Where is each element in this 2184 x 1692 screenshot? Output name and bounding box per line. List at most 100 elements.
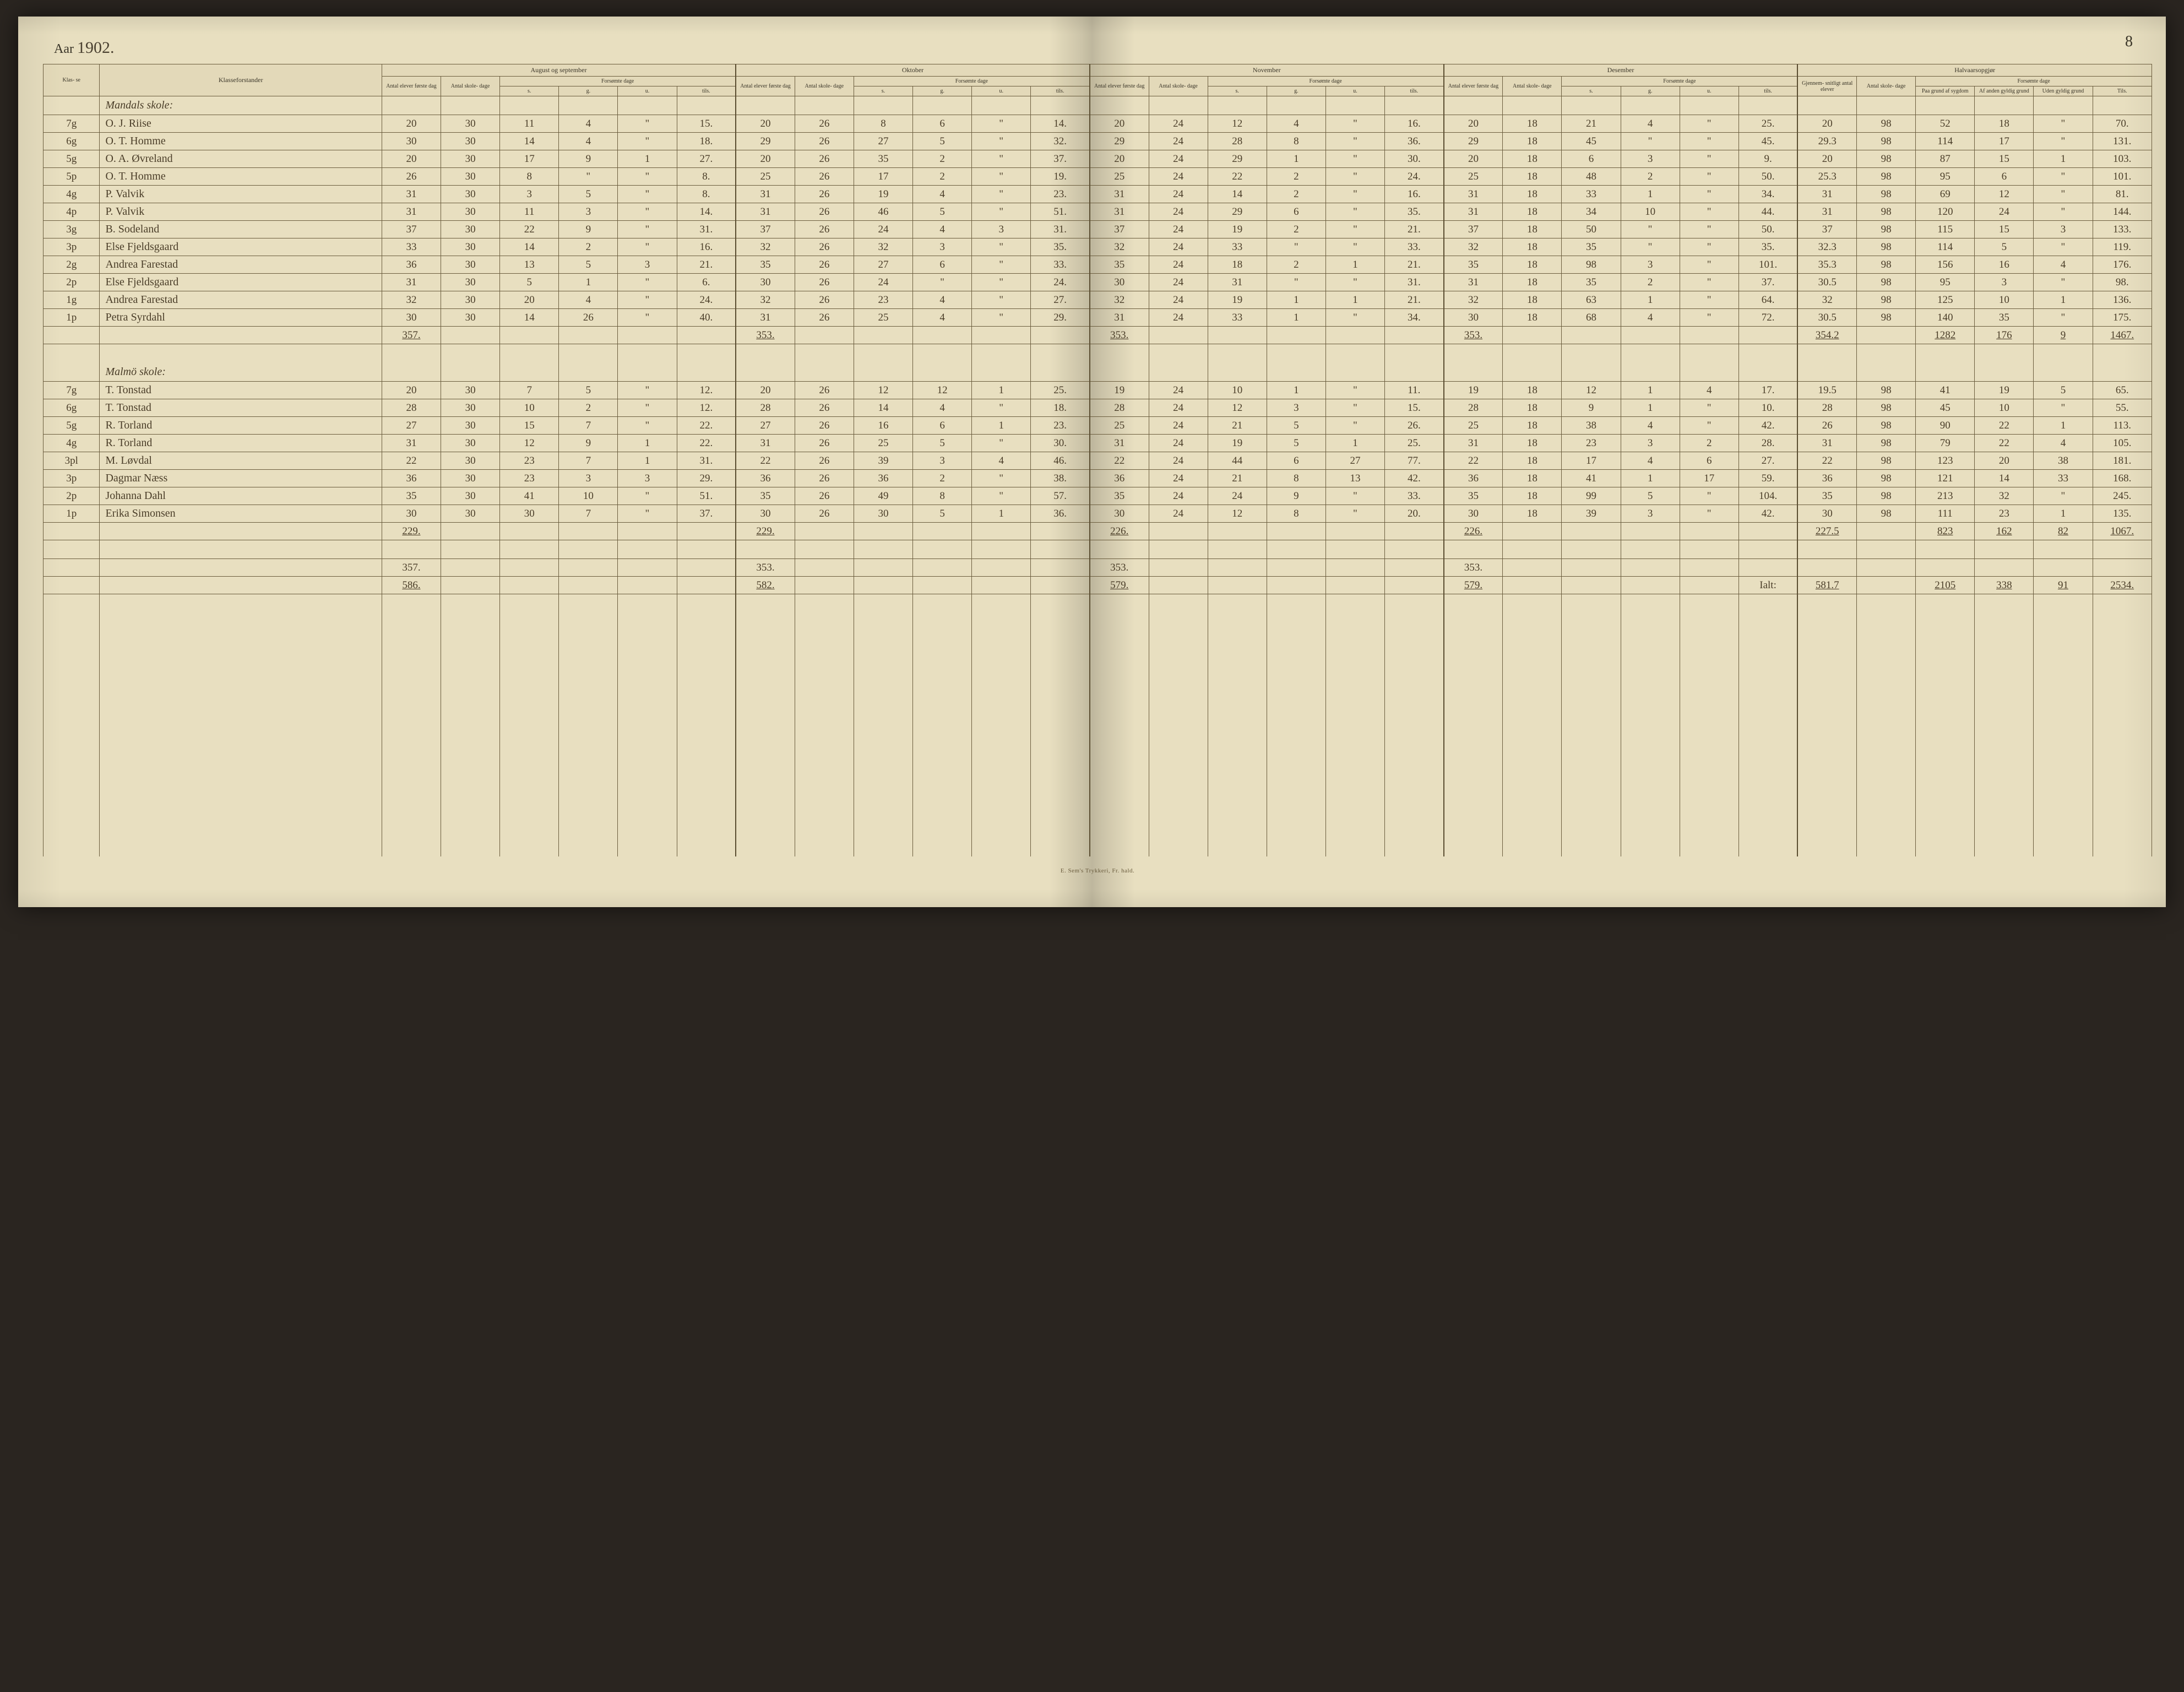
cell [44, 632, 100, 650]
cell [913, 763, 972, 782]
section-title-row: Mandals skole: [44, 96, 2152, 115]
cell [913, 744, 972, 763]
cell: 48 [1562, 168, 1621, 186]
cell: 357. [382, 327, 441, 344]
cell: 26 [795, 417, 854, 435]
cell: 353. [1090, 559, 1149, 577]
cell [1208, 559, 1267, 577]
cell: 69 [1916, 186, 1975, 203]
cell [677, 594, 736, 613]
teacher-name: T. Tonstad [100, 382, 382, 399]
cell [1797, 744, 1856, 763]
cell [1975, 725, 2034, 744]
cell [44, 800, 100, 819]
cell: " [1621, 133, 1680, 150]
cell [736, 363, 795, 382]
cell: 7g [44, 115, 100, 133]
cell: 82 [2034, 523, 2093, 540]
cell [1562, 744, 1621, 763]
cell: 9 [2034, 327, 2093, 344]
cell [1621, 744, 1680, 763]
cell: 25.3 [1797, 168, 1856, 186]
cell: 17. [1738, 382, 1797, 399]
cell [441, 632, 500, 650]
cell: 26 [795, 452, 854, 470]
cell [618, 523, 677, 540]
cell [1031, 763, 1090, 782]
cell [1857, 613, 1916, 632]
cell: 18 [1503, 203, 1562, 221]
cell [1090, 707, 1149, 725]
cell: 28 [382, 399, 441, 417]
cell: 24 [1149, 115, 1208, 133]
cell [1680, 669, 1738, 688]
table-row: 4pP. Valvik3130113"14.3126465"51.3124296… [44, 203, 2152, 221]
cell [618, 594, 677, 613]
cell: 41 [500, 487, 559, 505]
cell [1562, 613, 1621, 632]
cell [736, 344, 795, 363]
cell: 25. [1385, 435, 1444, 452]
cell [559, 344, 618, 363]
cell: " [1325, 487, 1384, 505]
cell: 12 [1208, 505, 1267, 523]
cell [1325, 819, 1384, 838]
cell [1031, 344, 1090, 363]
cell: 50 [1562, 221, 1621, 238]
cell [1562, 540, 1621, 559]
cell: 4 [2034, 435, 2093, 452]
cell: 18 [1503, 417, 1562, 435]
cell [1090, 96, 1149, 115]
cell: 31 [1090, 309, 1149, 327]
cell [1267, 707, 1325, 725]
cell: " [1680, 115, 1738, 133]
cell: 3 [1267, 399, 1325, 417]
cell: 12 [1208, 399, 1267, 417]
cell [1325, 363, 1384, 382]
cell [44, 744, 100, 763]
cell: 114 [1916, 238, 1975, 256]
section-title-row: Malmö skole: [44, 363, 2152, 382]
cell: 18 [1503, 150, 1562, 168]
cell [1738, 763, 1797, 782]
cell: 30 [441, 470, 500, 487]
cell: 26 [795, 382, 854, 399]
cell: 44 [1208, 452, 1267, 470]
cell [441, 782, 500, 800]
cell [1797, 650, 1856, 669]
cell: 26 [795, 291, 854, 309]
cell [382, 344, 441, 363]
cell [382, 782, 441, 800]
table-row: 2pElse Fjeldsgaard313051"6.302624""24.30… [44, 274, 2152, 291]
cell [972, 744, 1031, 763]
cell [1149, 688, 1208, 707]
cell: 1 [618, 452, 677, 470]
cell [1680, 782, 1738, 800]
cell [854, 669, 912, 688]
cell: 63 [1562, 291, 1621, 309]
cell [559, 632, 618, 650]
cell: 35 [854, 150, 912, 168]
cell: " [618, 399, 677, 417]
cell: " [1267, 238, 1325, 256]
cell: 26 [795, 309, 854, 327]
cell: " [618, 417, 677, 435]
cell [1444, 363, 1503, 382]
cell: " [1325, 274, 1384, 291]
cell [1031, 669, 1090, 688]
cell [44, 688, 100, 707]
cell: 32 [854, 238, 912, 256]
cell: 24 [1149, 256, 1208, 274]
cell: 24 [1149, 238, 1208, 256]
cell [1031, 632, 1090, 650]
cell [2034, 632, 2093, 650]
cell [1267, 577, 1325, 594]
cell: 33. [1031, 256, 1090, 274]
cell: 3 [2034, 221, 2093, 238]
cell: 4 [913, 221, 972, 238]
cell [1031, 838, 1090, 856]
cell: 18 [1503, 186, 1562, 203]
cell [2034, 594, 2093, 613]
cell [1385, 707, 1444, 725]
cell [100, 763, 382, 782]
